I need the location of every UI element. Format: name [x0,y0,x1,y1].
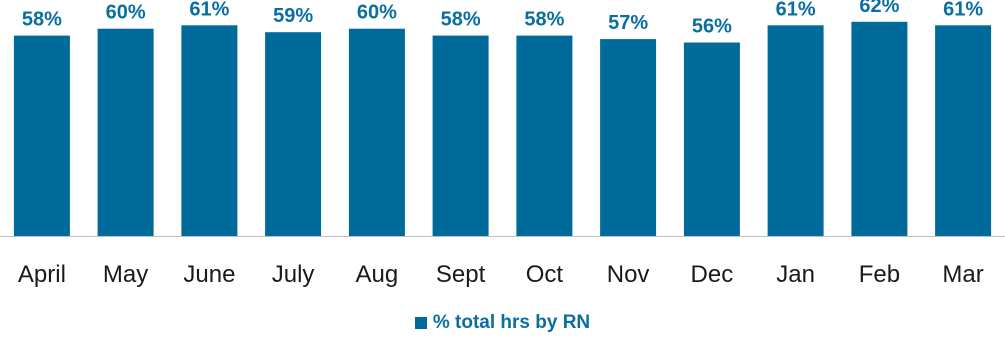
x-tick-label: Feb [859,261,900,288]
x-tick-labels-group: April May June July Aug Sept Oct Nov Dec Jan Feb Ma… [18,261,984,288]
x-tick-label: Aug [356,261,399,288]
x-tick-label: Nov [607,261,650,288]
legend: % total hrs by RN [0,312,1005,334]
bar-aug [349,29,405,236]
bar-value-label: 56% [692,16,732,38]
bar-value-label: 58% [524,9,564,31]
bar-value-label: 58% [22,9,62,31]
x-tick-label: Sept [436,261,486,288]
bar-value-label: 60% [106,2,146,24]
legend-label: % total hrs by RN [433,312,590,334]
bar-value-label: 58% [441,9,481,31]
bar-dec [684,43,740,237]
x-tick-label: July [272,261,315,288]
bar-sept [433,36,489,236]
bar-nov [600,39,656,236]
bar-april [14,36,70,236]
bars-group [14,22,991,236]
legend-swatch [415,317,427,329]
bar-value-label: 57% [608,12,648,34]
x-tick-label: Jan [776,261,815,288]
x-tick-label: Dec [691,261,734,288]
bar-june [181,25,237,236]
x-tick-label: April [18,261,66,288]
bar-value-label: 59% [273,5,313,27]
bar-may [98,29,154,236]
x-tick-label: May [103,261,148,288]
x-tick-label: Mar [942,261,983,288]
x-tick-label: June [183,261,235,288]
bar-value-label: 61% [943,0,983,20]
bar-jan [768,25,824,236]
bar-oct [516,36,572,236]
bar-value-label: 61% [776,0,816,20]
bar-value-label: 60% [357,2,397,24]
bar-value-label: 62% [859,0,899,17]
value-labels-group: 58% 60% 61% 59% 60% 58% 58% 57% 56% 61% 62% 61% [22,0,983,38]
bar-feb [851,22,907,236]
x-tick-label: Oct [526,261,564,288]
bar-july [265,32,321,236]
bar-value-label: 61% [189,0,229,20]
bar-mar [935,25,991,236]
